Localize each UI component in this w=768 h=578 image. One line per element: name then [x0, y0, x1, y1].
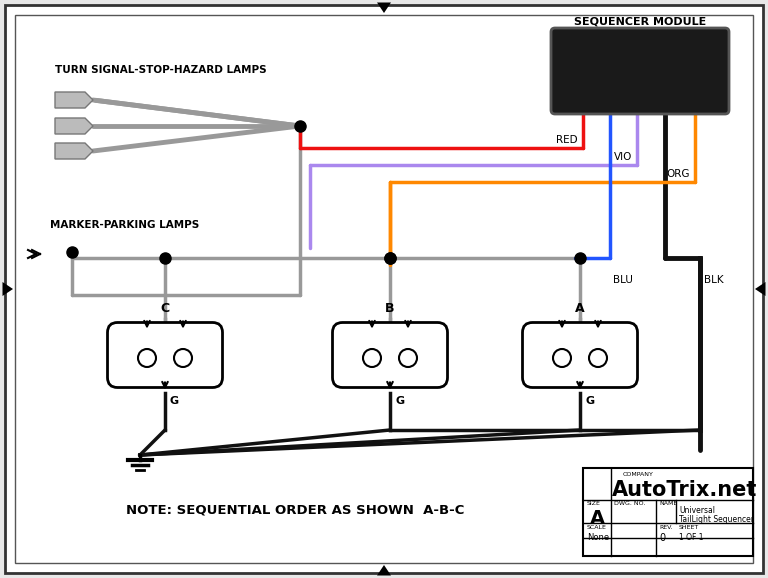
Text: A: A: [589, 509, 604, 528]
Text: MARKER-PARKING LAMPS: MARKER-PARKING LAMPS: [50, 220, 199, 230]
Text: AutoTrix.net: AutoTrix.net: [612, 480, 758, 500]
Text: COMPANY: COMPANY: [623, 472, 654, 477]
FancyBboxPatch shape: [333, 323, 448, 387]
FancyBboxPatch shape: [522, 323, 637, 387]
Text: TailLight Sequencer: TailLight Sequencer: [679, 515, 754, 524]
Text: ORG: ORG: [667, 169, 690, 179]
Text: 1 OF 1: 1 OF 1: [679, 533, 703, 542]
Text: B: B: [386, 302, 395, 316]
Polygon shape: [755, 282, 766, 296]
Text: Universal: Universal: [679, 506, 715, 515]
FancyBboxPatch shape: [108, 323, 223, 387]
Text: NOTE: SEQUENTIAL ORDER AS SHOWN  A-B-C: NOTE: SEQUENTIAL ORDER AS SHOWN A-B-C: [126, 503, 464, 517]
Text: None: None: [587, 533, 609, 542]
Polygon shape: [377, 565, 391, 576]
Polygon shape: [55, 143, 93, 159]
Text: VIO: VIO: [614, 152, 632, 162]
Text: TURN SIGNAL-STOP-HAZARD LAMPS: TURN SIGNAL-STOP-HAZARD LAMPS: [55, 65, 266, 75]
Text: C: C: [161, 302, 170, 316]
Text: G: G: [395, 395, 404, 406]
Text: SHEET: SHEET: [679, 525, 699, 530]
Text: A: A: [575, 302, 584, 316]
Polygon shape: [55, 92, 93, 108]
Text: G: G: [170, 395, 179, 406]
FancyBboxPatch shape: [551, 28, 729, 114]
Text: 0: 0: [659, 533, 665, 543]
Text: BLK: BLK: [704, 275, 723, 285]
Polygon shape: [377, 2, 391, 13]
Text: SEQUENCER MODULE: SEQUENCER MODULE: [574, 16, 706, 26]
Text: SIZE: SIZE: [587, 501, 601, 506]
Text: NAME: NAME: [659, 501, 677, 506]
Bar: [583, 468, 753, 556]
Text: DWG. NO.: DWG. NO.: [614, 501, 645, 506]
Text: REV.: REV.: [659, 525, 673, 530]
Text: BLU: BLU: [613, 275, 633, 285]
Text: SCALE: SCALE: [587, 525, 607, 530]
Polygon shape: [2, 282, 13, 296]
Text: G: G: [585, 395, 594, 406]
Polygon shape: [55, 118, 93, 134]
Text: RED: RED: [556, 135, 578, 145]
